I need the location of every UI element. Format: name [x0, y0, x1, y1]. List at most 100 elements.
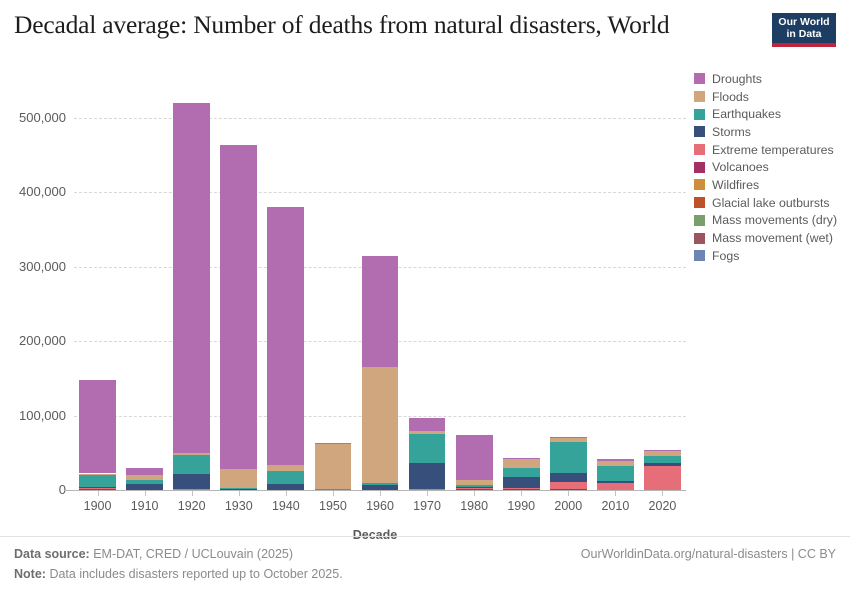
- chart-header: Decadal average: Number of deaths from n…: [0, 0, 850, 58]
- bar-2010[interactable]: [597, 459, 634, 490]
- bar-segment-floods[interactable]: [597, 461, 634, 466]
- bar-segment-extreme-temperatures[interactable]: [455, 488, 493, 489]
- bar-2000[interactable]: [549, 436, 587, 490]
- bar-segment-earthquakes[interactable]: [502, 468, 540, 477]
- footer-attribution[interactable]: OurWorldinData.org/natural-disasters | C…: [580, 547, 836, 561]
- bar-segment-storms[interactable]: [267, 483, 305, 490]
- bar-segment-volcanoes[interactable]: [455, 488, 493, 490]
- bar-segment-earthquakes[interactable]: [126, 480, 163, 485]
- bar-segment-droughts[interactable]: [314, 443, 352, 444]
- x-axis-tick-mark: [238, 491, 240, 496]
- bar-segment-earthquakes[interactable]: [79, 474, 116, 487]
- bar-segment-floods[interactable]: [549, 438, 587, 443]
- bar-segment-earthquakes[interactable]: [455, 484, 493, 488]
- bar-segment-storms[interactable]: [220, 489, 258, 490]
- bar-1950[interactable]: [314, 443, 352, 490]
- legend-item-floods[interactable]: Floods: [694, 88, 850, 106]
- legend-item-volcanoes[interactable]: Volcanoes: [694, 158, 850, 176]
- bar-segment-earthquakes[interactable]: [267, 470, 305, 484]
- bar-segment-droughts[interactable]: [644, 450, 681, 451]
- bar-segment-extreme-temperatures[interactable]: [502, 488, 540, 490]
- bar-segment-floods[interactable]: [314, 443, 352, 489]
- bar-segment-storms[interactable]: [597, 481, 634, 484]
- x-axis-tick-mark: [615, 491, 617, 496]
- bar-segment-storms[interactable]: [173, 473, 211, 490]
- bar-segment-storms[interactable]: [361, 485, 399, 490]
- bar-segment-extreme-temperatures[interactable]: [549, 482, 587, 490]
- bar-segment-mass-movement-wet[interactable]: [502, 489, 540, 490]
- bar-segment-storms[interactable]: [502, 476, 540, 489]
- bar-segment-storms[interactable]: [408, 463, 446, 490]
- bar-segment-earthquakes[interactable]: [173, 455, 211, 474]
- legend-item-fogs[interactable]: Fogs: [694, 247, 850, 265]
- legend-item-glacial-lake-outbursts[interactable]: Glacial lake outbursts: [694, 194, 850, 212]
- bar-segment-mass-movement-wet[interactable]: [644, 489, 681, 490]
- x-axis-tick-mark: [332, 491, 334, 496]
- bar-segment-mass-movement-wet[interactable]: [455, 489, 493, 490]
- bar-segment-floods[interactable]: [126, 475, 163, 481]
- x-axis-tick-mark: [474, 491, 476, 496]
- bar-2020[interactable]: [644, 450, 681, 490]
- bar-segment-storms[interactable]: [644, 463, 681, 466]
- bar-segment-droughts[interactable]: [502, 458, 540, 460]
- legend-item-storms[interactable]: Storms: [694, 123, 850, 141]
- bar-segment-floods[interactable]: [455, 480, 493, 485]
- bar-segment-earthquakes[interactable]: [220, 487, 258, 490]
- bar-segment-mass-movement-wet[interactable]: [549, 489, 587, 490]
- bar-segment-droughts[interactable]: [267, 207, 305, 465]
- bar-1940[interactable]: [267, 207, 305, 490]
- bar-segment-storms[interactable]: [79, 486, 116, 488]
- bar-segment-earthquakes[interactable]: [408, 433, 446, 464]
- bar-segment-droughts[interactable]: [455, 434, 493, 481]
- bar-1970[interactable]: [408, 417, 446, 490]
- bar-segment-mass-movement-wet[interactable]: [597, 489, 634, 490]
- bar-segment-storms[interactable]: [549, 473, 587, 483]
- bar-segment-droughts[interactable]: [173, 103, 211, 454]
- bar-segment-floods[interactable]: [408, 430, 446, 434]
- bar-segment-earthquakes[interactable]: [644, 455, 681, 464]
- bar-segment-extreme-temperatures[interactable]: [597, 483, 634, 490]
- bar-segment-droughts[interactable]: [126, 467, 163, 476]
- bar-1930[interactable]: [220, 145, 258, 490]
- y-axis-tick-label: 400,000: [19, 184, 66, 200]
- bar-segment-floods[interactable]: [361, 367, 399, 483]
- bar-1990[interactable]: [502, 458, 540, 490]
- bar-segment-earthquakes[interactable]: [549, 442, 587, 474]
- bar-1920[interactable]: [173, 103, 211, 490]
- legend-item-earthquakes[interactable]: Earthquakes: [694, 105, 850, 123]
- bar-1980[interactable]: [455, 434, 493, 490]
- bar-segment-volcanoes[interactable]: [79, 488, 116, 490]
- bar-segment-floods[interactable]: [220, 468, 258, 488]
- bar-segment-floods[interactable]: [502, 459, 540, 469]
- bar-1910[interactable]: [126, 467, 163, 490]
- legend-item-label: Fogs: [712, 248, 740, 263]
- bar-segment-floods[interactable]: [79, 473, 116, 475]
- legend-item-mass-movements-dry[interactable]: Mass movements (dry): [694, 212, 850, 230]
- legend-item-wildfires[interactable]: Wildfires: [694, 176, 850, 194]
- bar-segment-storms[interactable]: [455, 487, 493, 489]
- bar-1900[interactable]: [79, 379, 116, 490]
- bar-segment-earthquakes[interactable]: [314, 488, 352, 490]
- bar-segment-extreme-temperatures[interactable]: [644, 465, 681, 490]
- bar-1960[interactable]: [361, 255, 399, 490]
- legend-item-droughts[interactable]: Droughts: [694, 70, 850, 88]
- bar-segment-floods[interactable]: [267, 464, 305, 471]
- bar-segment-floods[interactable]: [173, 453, 211, 456]
- legend-item-mass-movement-wet[interactable]: Mass movement (wet): [694, 229, 850, 247]
- bar-segment-droughts[interactable]: [220, 145, 258, 469]
- legend-swatch-icon: [694, 161, 705, 173]
- bar-segment-earthquakes[interactable]: [361, 482, 399, 486]
- bar-segment-droughts[interactable]: [361, 255, 399, 368]
- bar-segment-earthquakes[interactable]: [597, 465, 634, 482]
- bar-segment-droughts[interactable]: [597, 459, 634, 462]
- bar-segment-droughts[interactable]: [79, 379, 116, 474]
- legend-item-extreme-temperatures[interactable]: Extreme temperatures: [694, 141, 850, 159]
- bar-segment-droughts[interactable]: [549, 436, 587, 439]
- footer-data-source: Data source: EM-DAT, CRED / UCLouvain (2…: [14, 547, 293, 561]
- bar-segment-storms[interactable]: [126, 484, 163, 490]
- bar-segment-droughts[interactable]: [408, 417, 446, 431]
- bar-segment-mass-movement-wet[interactable]: [408, 489, 446, 490]
- legend-item-label: Droughts: [712, 71, 762, 86]
- bar-segment-floods[interactable]: [644, 450, 681, 456]
- owid-logo[interactable]: Our World in Data: [772, 13, 836, 47]
